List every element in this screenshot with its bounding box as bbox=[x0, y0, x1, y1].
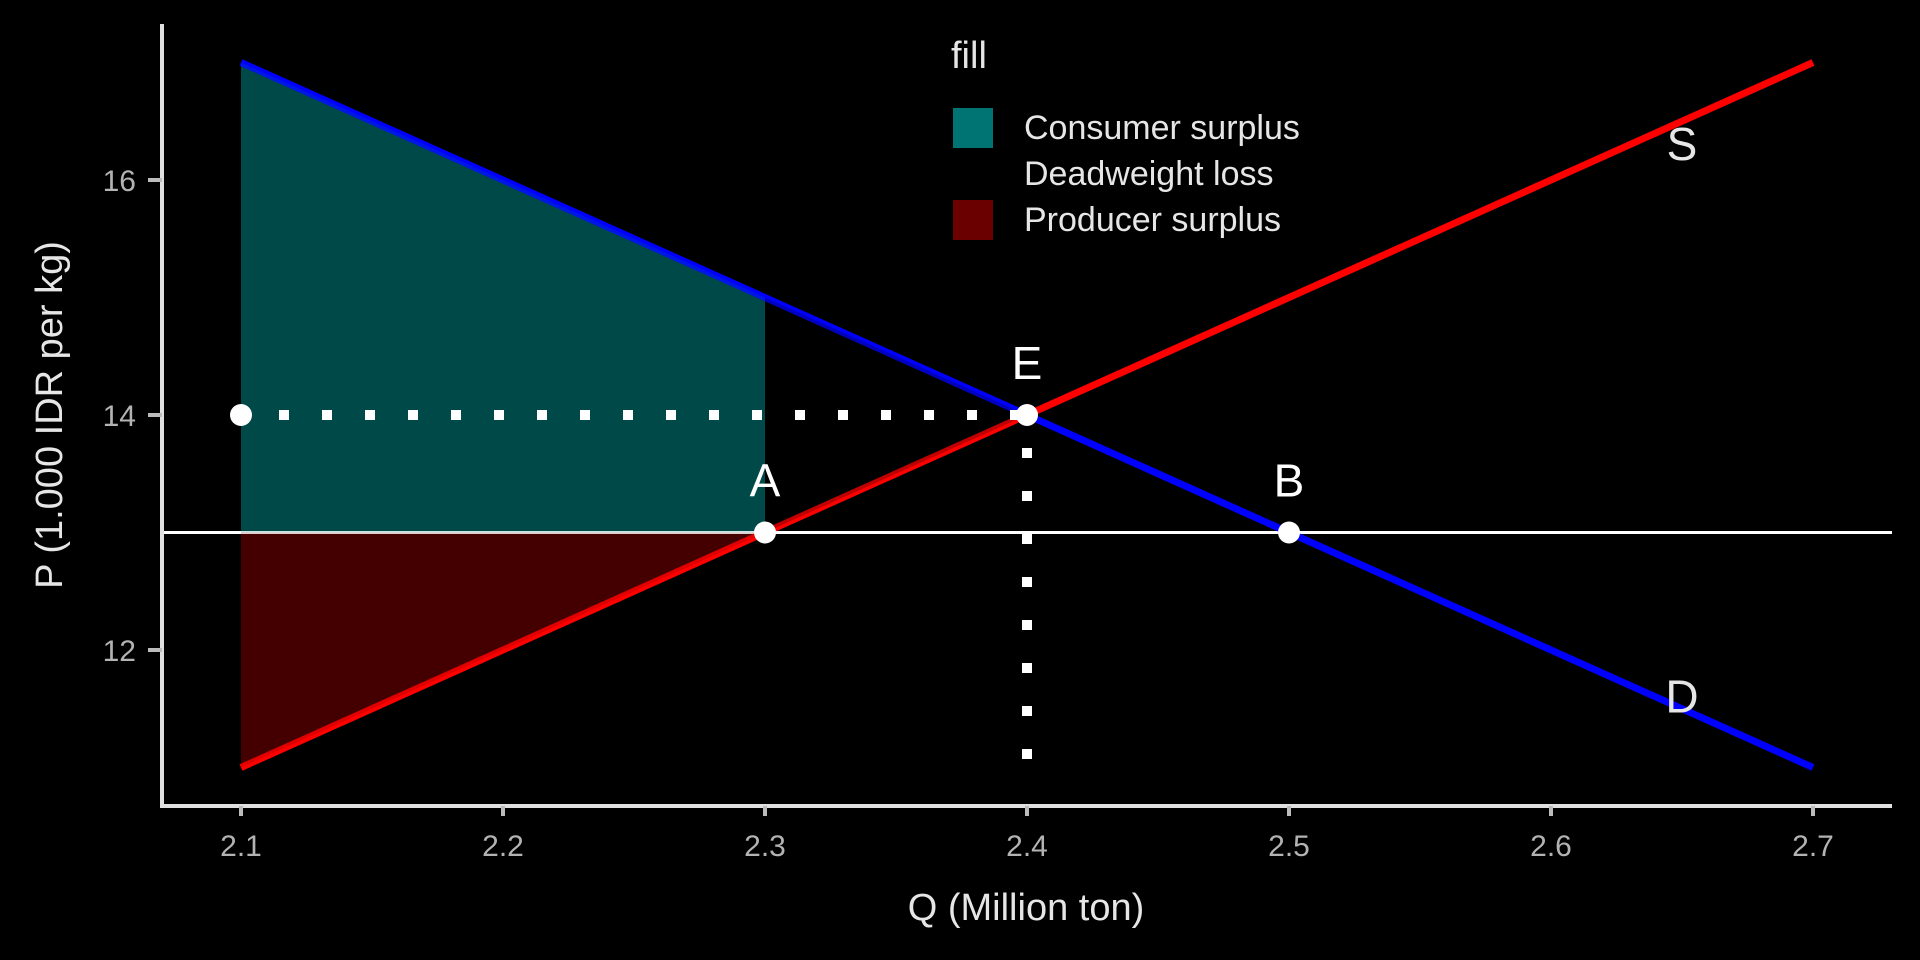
x-tick-label: 2.4 bbox=[1006, 830, 1048, 863]
x-tick-label: 2.3 bbox=[744, 830, 786, 863]
area-overlay-consumer-surplus bbox=[241, 62, 765, 533]
axes: 2.1 2.2 2.3 2.4 2.5 2.6 2.7 12 14 16 bbox=[103, 24, 1892, 863]
legend-label-consumer-surplus: Consumer surplus bbox=[1024, 109, 1300, 147]
x-axis-title: Q (Million ton) bbox=[908, 887, 1145, 929]
point-label-b: B bbox=[1274, 455, 1305, 507]
area-overlay-deadweight-loss bbox=[765, 297, 1027, 533]
x-tick-label: 2.5 bbox=[1268, 830, 1310, 863]
point-a bbox=[754, 521, 776, 544]
point-b bbox=[1278, 521, 1300, 544]
legend-label-producer-surplus: Producer surplus bbox=[1024, 201, 1281, 239]
point-e bbox=[1016, 404, 1038, 426]
x-tick-label: 2.2 bbox=[482, 830, 524, 863]
y-tick-label: 12 bbox=[103, 635, 136, 668]
point-label-a: A bbox=[750, 455, 781, 507]
points: E A B S D bbox=[230, 118, 1699, 722]
legend-title: fill bbox=[951, 35, 987, 77]
area-overlays bbox=[241, 62, 1027, 768]
legend-label-deadweight-loss: Deadweight loss bbox=[1024, 155, 1273, 193]
legend-key-deadweight-loss bbox=[953, 154, 993, 194]
x-tick-label: 2.7 bbox=[1792, 830, 1834, 863]
point-label-e: E bbox=[1012, 337, 1043, 389]
curve-label-s: S bbox=[1667, 118, 1698, 170]
y-tick-label: 14 bbox=[103, 400, 136, 433]
legend: fill Consumer surplus Deadweight loss Pr… bbox=[951, 35, 1300, 240]
guides bbox=[241, 410, 1032, 762]
x-tick-label: 2.1 bbox=[220, 830, 262, 863]
curve-label-d: D bbox=[1665, 670, 1698, 722]
area-overlay-producer-surplus bbox=[241, 532, 765, 768]
legend-key-producer-surplus bbox=[953, 200, 993, 240]
y-axis-title: P (1.000 IDR per kg) bbox=[29, 241, 71, 589]
point-price-intercept bbox=[230, 404, 252, 426]
legend-key-consumer-surplus bbox=[953, 108, 993, 148]
x-tick-label: 2.6 bbox=[1530, 830, 1572, 863]
y-tick-label: 16 bbox=[103, 165, 136, 198]
